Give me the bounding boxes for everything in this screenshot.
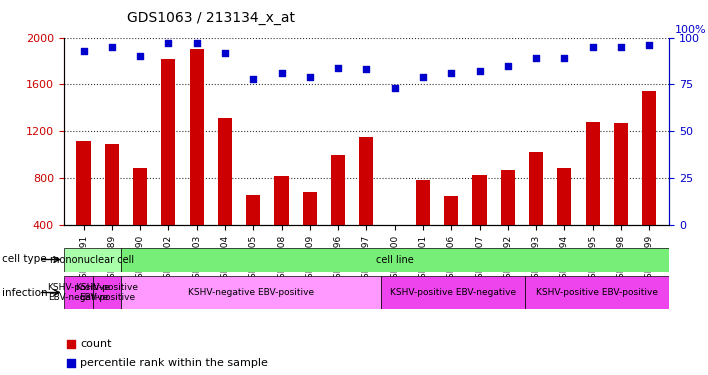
Point xyxy=(78,48,89,54)
Point xyxy=(587,44,598,50)
Text: count: count xyxy=(80,339,112,349)
Point xyxy=(135,53,146,59)
Bar xyxy=(472,175,486,225)
Bar xyxy=(133,168,147,225)
Point xyxy=(248,76,259,82)
Text: cell line: cell line xyxy=(377,255,414,265)
Text: cell type: cell type xyxy=(2,255,47,264)
Bar xyxy=(64,276,93,309)
Point xyxy=(445,70,457,76)
Bar xyxy=(303,192,317,225)
Text: KSHV-negative EBV-positive: KSHV-negative EBV-positive xyxy=(188,288,314,297)
Point xyxy=(427,104,438,110)
Point xyxy=(191,40,202,46)
Bar xyxy=(331,154,346,225)
Bar xyxy=(246,195,261,225)
Bar xyxy=(161,58,176,225)
Bar xyxy=(416,180,430,225)
Bar xyxy=(360,137,373,225)
Bar xyxy=(275,176,289,225)
Bar xyxy=(529,152,543,225)
Text: KSHV-positive EBV-positive: KSHV-positive EBV-positive xyxy=(536,288,658,297)
Point xyxy=(502,63,513,69)
Text: KSHV-positive
EBV-positive: KSHV-positive EBV-positive xyxy=(76,283,139,302)
Bar xyxy=(387,225,401,227)
Point xyxy=(644,42,655,48)
Text: mononuclear cell: mononuclear cell xyxy=(50,255,135,265)
Text: 100%: 100% xyxy=(675,25,707,35)
Text: percentile rank within the sample: percentile rank within the sample xyxy=(80,358,268,368)
Bar xyxy=(64,248,121,272)
Bar xyxy=(525,276,669,309)
Bar xyxy=(76,141,91,225)
Point xyxy=(389,85,400,91)
Bar xyxy=(586,122,600,225)
Bar xyxy=(444,196,458,225)
Bar xyxy=(614,123,628,225)
Bar xyxy=(93,276,121,309)
Point xyxy=(333,64,344,70)
Text: KSHV-positive EBV-negative: KSHV-positive EBV-negative xyxy=(390,288,516,297)
Point xyxy=(106,44,118,50)
Bar xyxy=(105,144,119,225)
Bar xyxy=(381,276,525,309)
Bar xyxy=(121,276,381,309)
Point xyxy=(559,55,570,61)
Point xyxy=(427,274,438,280)
Point xyxy=(474,68,485,74)
Bar xyxy=(642,92,656,225)
Point xyxy=(304,74,316,80)
Point xyxy=(276,70,287,76)
Text: infection: infection xyxy=(2,288,47,297)
Text: KSHV-positive
EBV-negative: KSHV-positive EBV-negative xyxy=(47,283,110,302)
Point xyxy=(417,74,428,80)
Point xyxy=(219,50,231,55)
Text: GDS1063 / 213134_x_at: GDS1063 / 213134_x_at xyxy=(127,11,295,25)
Point xyxy=(530,55,542,61)
Bar xyxy=(501,170,515,225)
Point xyxy=(360,66,372,72)
Bar xyxy=(557,168,571,225)
Point xyxy=(163,40,174,46)
Bar xyxy=(218,118,232,225)
Bar xyxy=(190,49,204,225)
Point xyxy=(615,44,627,50)
